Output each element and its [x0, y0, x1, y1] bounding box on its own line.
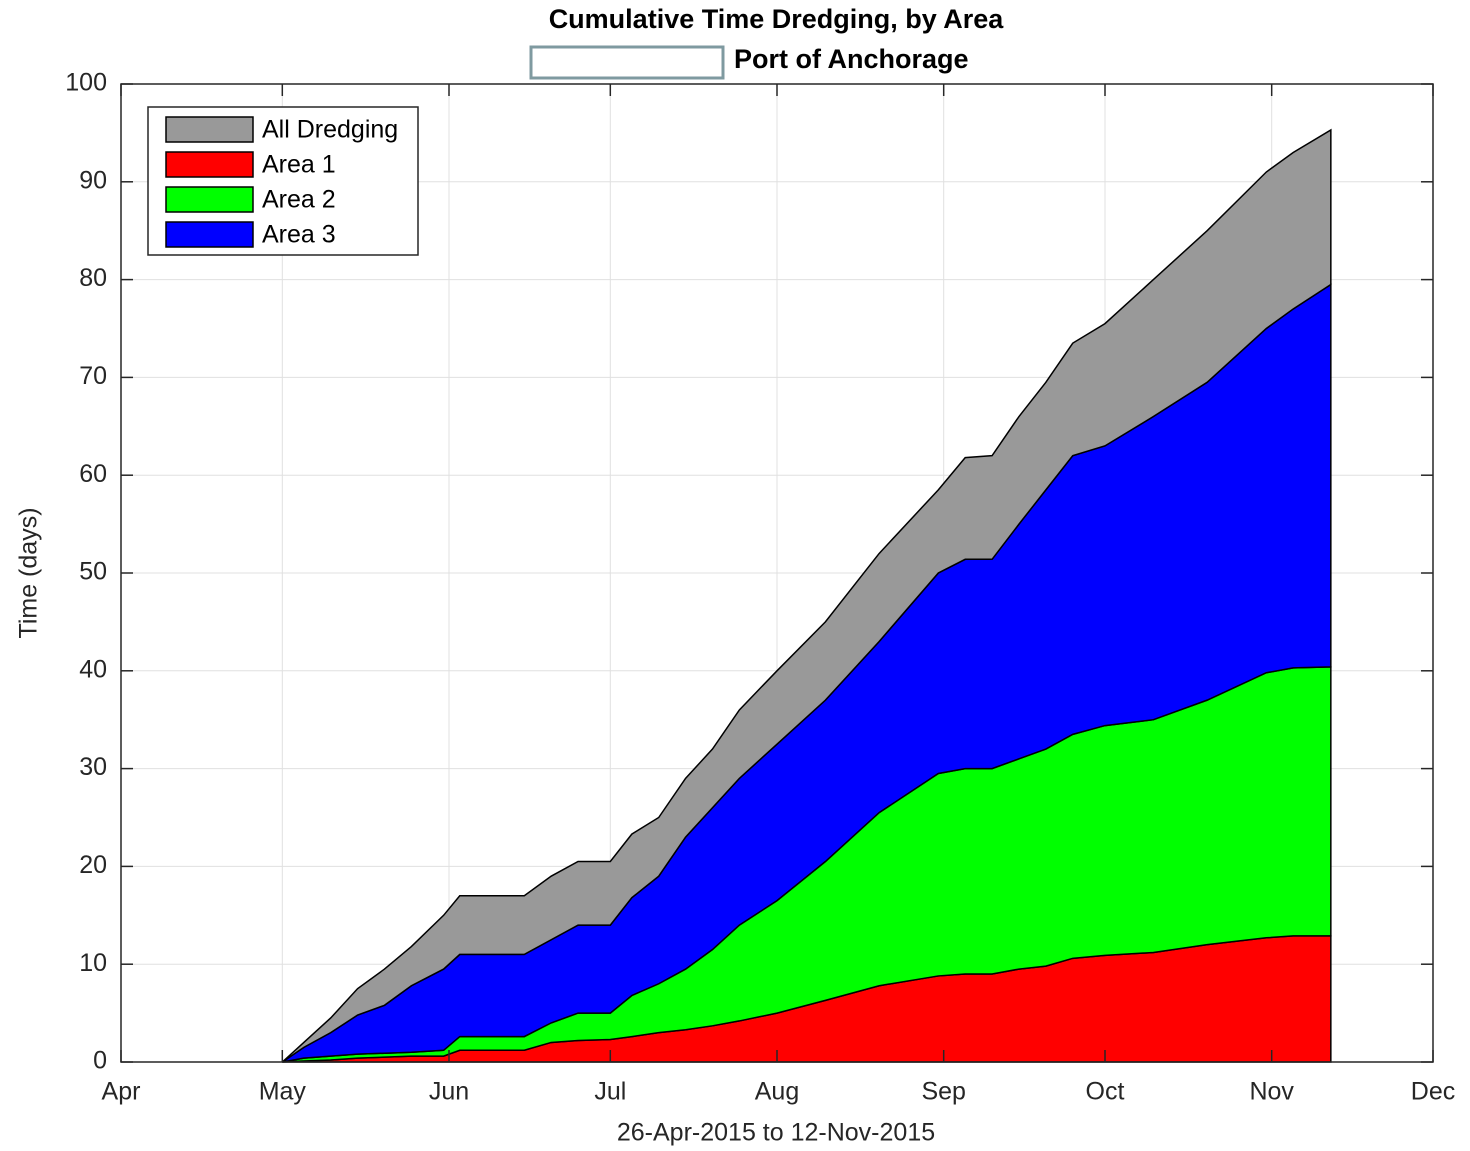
legend-swatch — [165, 221, 254, 248]
chart-title: Cumulative Time Dredging, by Area — [549, 4, 1005, 34]
x-tick-label: Dec — [1411, 1078, 1455, 1106]
x-tick-label: Nov — [1249, 1078, 1294, 1106]
x-tick-label: May — [259, 1078, 307, 1106]
y-tick-label: 40 — [79, 655, 107, 683]
area — [281, 128, 1332, 1063]
x-tick-label: Aug — [755, 1078, 799, 1106]
y-tick-label: 90 — [79, 166, 107, 194]
y-tick-label: 0 — [93, 1047, 107, 1075]
chart-subtitle: Port of Anchorage — [734, 44, 969, 74]
y-axis-label: Time (days) — [15, 507, 43, 638]
y-tick-label: 20 — [79, 851, 107, 879]
legend-label: Area 2 — [262, 186, 336, 214]
legend-swatch — [165, 116, 254, 143]
legend-label: Area 1 — [262, 151, 336, 179]
plot-area — [120, 83, 1434, 1063]
y-tick-label: 100 — [65, 69, 107, 97]
legend-label: Area 3 — [262, 221, 336, 249]
x-tick-label: Jul — [594, 1078, 626, 1106]
x-tick-label: Jun — [429, 1078, 469, 1106]
x-tick-label: Sep — [921, 1078, 965, 1106]
legend-label: All Dredging — [262, 116, 398, 144]
y-tick-label: 30 — [79, 753, 107, 781]
x-axis-label: 26-Apr-2015 to 12-Nov-2015 — [617, 1119, 935, 1147]
y-tick-label: 70 — [79, 362, 107, 390]
y-tick-label: 10 — [79, 949, 107, 977]
y-tick-label: 50 — [79, 558, 107, 586]
legend-swatch — [165, 186, 254, 213]
y-tick-label: 60 — [79, 460, 107, 488]
y-tick-label: 80 — [79, 264, 107, 292]
legend-swatch — [165, 151, 254, 178]
x-tick-label: Apr — [102, 1078, 141, 1106]
x-tick-label: Oct — [1086, 1078, 1125, 1106]
redaction-box — [529, 45, 725, 80]
